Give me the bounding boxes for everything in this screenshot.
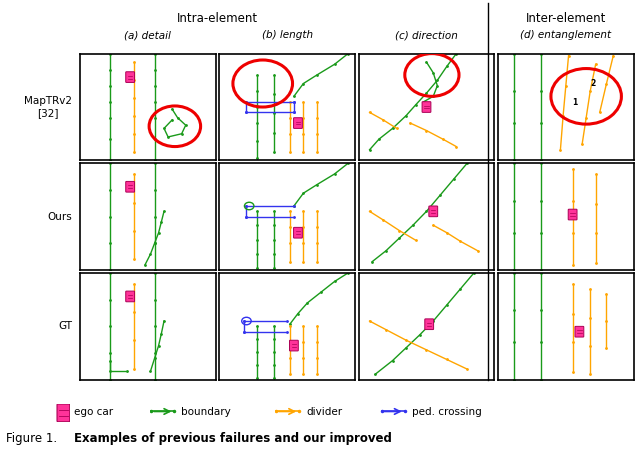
Text: Figure 1.: Figure 1. bbox=[6, 432, 58, 445]
FancyBboxPatch shape bbox=[57, 404, 70, 422]
Text: (c) direction: (c) direction bbox=[395, 30, 458, 40]
FancyBboxPatch shape bbox=[125, 291, 134, 302]
Text: (b) length: (b) length bbox=[262, 30, 313, 40]
FancyBboxPatch shape bbox=[294, 118, 302, 129]
FancyBboxPatch shape bbox=[125, 72, 134, 82]
FancyBboxPatch shape bbox=[422, 102, 431, 112]
FancyBboxPatch shape bbox=[429, 206, 438, 217]
FancyBboxPatch shape bbox=[294, 227, 302, 238]
Text: ego car: ego car bbox=[74, 407, 113, 418]
Text: MapTRv2
[32]: MapTRv2 [32] bbox=[24, 96, 72, 118]
Text: (d) entanglement: (d) entanglement bbox=[520, 30, 611, 40]
Text: divider: divider bbox=[306, 407, 342, 418]
FancyBboxPatch shape bbox=[568, 209, 577, 220]
Text: 1: 1 bbox=[573, 98, 578, 107]
FancyBboxPatch shape bbox=[289, 340, 298, 351]
Text: Inter-element: Inter-element bbox=[525, 12, 606, 25]
FancyBboxPatch shape bbox=[575, 326, 584, 337]
Text: Examples of previous failures and our improved: Examples of previous failures and our im… bbox=[74, 432, 392, 445]
FancyBboxPatch shape bbox=[425, 319, 433, 329]
Text: GT: GT bbox=[58, 322, 72, 331]
FancyBboxPatch shape bbox=[125, 181, 134, 192]
Text: ped. crossing: ped. crossing bbox=[412, 407, 481, 418]
Text: Intra-element: Intra-element bbox=[177, 12, 258, 25]
Text: (a) detail: (a) detail bbox=[124, 30, 171, 40]
Text: Ours: Ours bbox=[47, 212, 72, 222]
Text: boundary: boundary bbox=[181, 407, 231, 418]
Text: 2: 2 bbox=[590, 79, 595, 88]
